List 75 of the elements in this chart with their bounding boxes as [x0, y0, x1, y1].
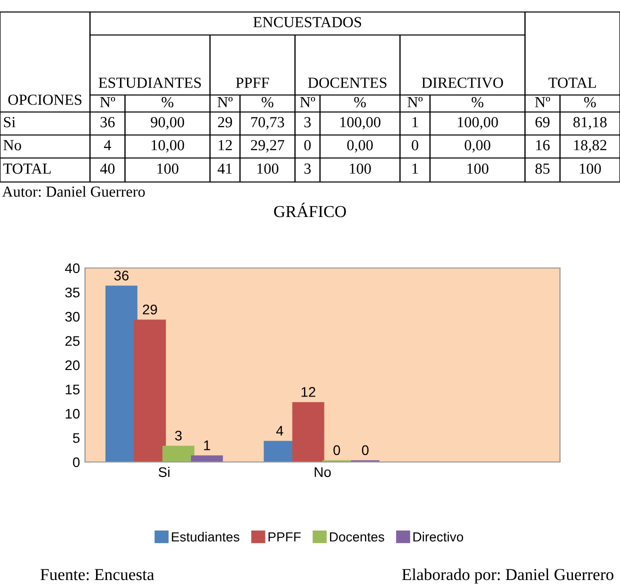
text: % [262, 97, 274, 108]
text: % [584, 97, 596, 108]
text: 3 [304, 164, 311, 174]
data-label: 3 [175, 430, 182, 441]
text: No [3, 140, 22, 150]
text: 90,00 [150, 117, 184, 130]
text: Nº [218, 97, 233, 108]
text: 29 [218, 117, 232, 128]
text: 100,00 [458, 117, 498, 130]
y-tick-label: 0 [72, 457, 80, 468]
text: 1 [412, 117, 418, 128]
y-tick-label: 30 [65, 312, 80, 322]
text: TOTAL [3, 164, 51, 174]
text: Nº [535, 97, 550, 108]
y-tick-label: 5 [72, 433, 80, 443]
text: 100 [467, 164, 488, 174]
y-tick-label: 15 [66, 384, 80, 394]
text: 41 [218, 164, 232, 174]
text: 100 [580, 164, 601, 174]
text: % [354, 97, 366, 108]
text: % [162, 97, 174, 108]
text: Elaborado por: Daniel Guerrero [402, 568, 614, 584]
text: TOTAL [548, 78, 596, 88]
data-label: 29 [142, 304, 157, 314]
text: 12 [218, 140, 232, 150]
text: % [472, 97, 484, 108]
data-label: 0 [333, 445, 340, 456]
text: 18,82 [574, 140, 606, 153]
text: OPCIONES [8, 94, 82, 105]
text: 16 [536, 140, 550, 150]
text: 85 [535, 164, 550, 174]
legend-label: Docentes [330, 532, 384, 542]
text: PPFF [236, 78, 269, 88]
text: Nº [300, 97, 316, 108]
text: 29,27 [250, 140, 284, 153]
data-label: 1 [204, 440, 210, 450]
text: DOCENTES [308, 78, 386, 88]
text: 0 [412, 140, 418, 150]
text: 0 [304, 140, 311, 150]
text: 100 [257, 164, 278, 174]
text: 0,00 [464, 140, 490, 153]
text: 100 [350, 164, 371, 174]
y-tick-label: 25 [65, 336, 80, 346]
chart-title: GRÁFICO [274, 202, 346, 218]
data-label: 0 [362, 445, 369, 456]
text: 4 [104, 140, 112, 150]
text: Nº [408, 97, 423, 108]
y-tick-label: 20 [65, 360, 80, 370]
y-tick-label: 10 [66, 408, 80, 419]
text: 0,00 [347, 140, 373, 153]
text: Nº [100, 97, 116, 108]
text: 70,73 [251, 117, 284, 130]
text: 69 [536, 117, 550, 128]
text: 36 [100, 117, 115, 128]
text: ESTUDIANTES [98, 78, 201, 88]
source-note: Fuente: Encuesta [40, 569, 154, 580]
text: 10,00 [152, 140, 184, 153]
text: DIRECTIVO [422, 78, 504, 88]
data-label: 4 [276, 426, 284, 436]
text: 100,00 [340, 117, 380, 130]
y-tick-label: 40 [65, 263, 80, 274]
data-label: 12 [302, 387, 316, 397]
y-tick-label: 35 [65, 288, 80, 298]
legend-label: Directivo [413, 532, 464, 542]
text: Si [4, 117, 16, 128]
text: ENCUESTADOS [253, 17, 362, 28]
text: 40 [100, 164, 115, 174]
text: 100 [157, 164, 178, 174]
text: Autor: Daniel Guerrero [2, 186, 145, 197]
legend-label: PPFF [268, 532, 301, 542]
text: 3 [304, 117, 311, 128]
text: 1 [412, 164, 418, 174]
data-label: 36 [114, 270, 129, 280]
text: 81,18 [573, 117, 607, 130]
legend-label: Estudiantes [172, 532, 240, 542]
